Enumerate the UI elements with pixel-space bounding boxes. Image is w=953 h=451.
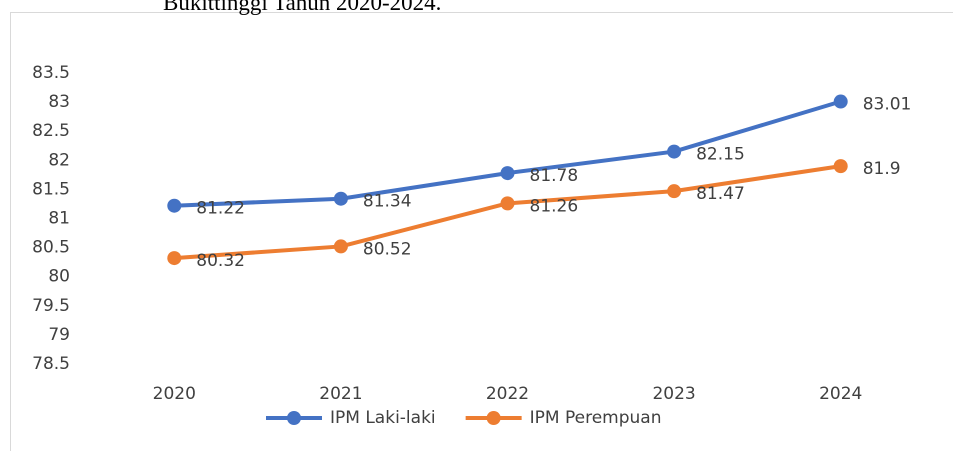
y-tick-label: 79.5	[32, 296, 70, 316]
point-marker	[667, 184, 682, 199]
point-marker	[333, 191, 348, 206]
point-marker	[500, 196, 515, 211]
data-label: 81.78	[530, 166, 579, 186]
data-label: 83.01	[863, 95, 912, 115]
y-tick-label: 78.5	[32, 354, 70, 374]
y-tick-label: 80	[48, 267, 70, 287]
legend-marker	[486, 411, 501, 425]
chart-title: Bukittinggi Tahun 2020-2024.	[163, 0, 441, 15]
x-tick-label: 2023	[652, 384, 695, 404]
data-label: 80.32	[196, 251, 245, 271]
x-tick-label: 2022	[486, 384, 529, 404]
data-label: 82.15	[696, 145, 745, 165]
data-label: 81.34	[363, 192, 412, 212]
y-tick-label: 82.5	[32, 121, 70, 141]
legend-marker	[287, 411, 301, 425]
legend-label: IPM Laki-laki	[330, 408, 436, 428]
point-marker	[500, 166, 515, 181]
point-marker	[833, 159, 848, 174]
chart-frame	[10, 12, 953, 451]
y-tick-label: 81	[48, 209, 70, 229]
point-marker	[333, 239, 348, 254]
point-marker	[833, 94, 848, 109]
point-marker	[667, 144, 682, 159]
y-tick-label: 83.5	[32, 63, 70, 83]
x-tick-label: 2024	[819, 384, 862, 404]
data-label: 81.22	[196, 199, 245, 219]
data-label: 81.26	[530, 196, 579, 216]
legend-label: IPM Perempuan	[530, 408, 662, 428]
y-tick-label: 79	[48, 325, 70, 345]
data-label: 81.47	[696, 184, 745, 204]
x-tick-label: 2021	[319, 384, 362, 404]
point-marker	[167, 251, 182, 266]
point-marker	[167, 198, 182, 213]
y-tick-label: 82	[48, 150, 70, 170]
y-tick-label: 81.5	[32, 179, 70, 199]
data-label: 80.52	[363, 239, 412, 259]
x-tick-label: 2020	[153, 384, 196, 404]
y-tick-label: 80.5	[32, 238, 70, 258]
data-label: 81.9	[863, 159, 901, 179]
y-tick-label: 83	[48, 92, 70, 112]
